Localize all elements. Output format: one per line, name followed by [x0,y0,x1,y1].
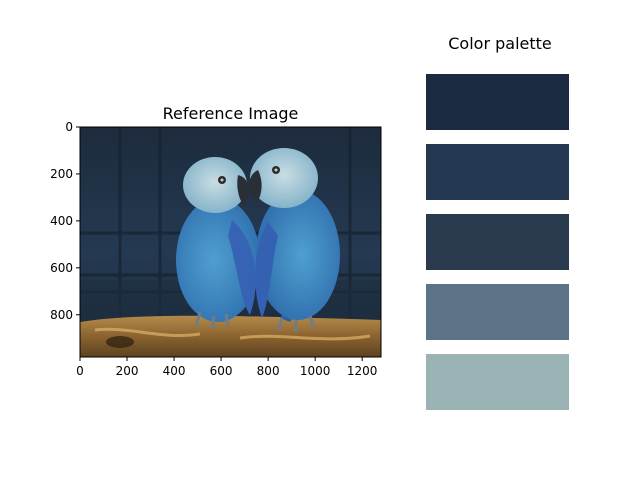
x-tick-label: 1000 [300,364,331,378]
x-tick-label: 0 [76,364,84,378]
palette-swatch-3 [426,214,569,270]
y-tick-label: 600 [50,261,73,275]
palette-title: Color palette [448,34,552,53]
y-tick-label: 400 [50,214,73,228]
palette-swatch-2 [426,144,569,200]
palette-swatch-5 [426,354,569,410]
y-tick-label: 800 [50,308,73,322]
image-axes-frame [79,126,382,358]
palette-swatch-1 [426,74,569,130]
palette-swatch-4 [426,284,569,340]
color-palette [426,74,569,410]
x-tick-label: 600 [210,364,233,378]
y-axis: 0 200 400 600 800 [50,120,80,322]
x-axis: 0 200 400 600 800 1000 1200 [76,357,377,378]
y-tick-label: 0 [65,120,73,134]
reference-image [80,127,381,357]
x-tick-label: 200 [116,364,139,378]
x-tick-label: 800 [257,364,280,378]
image-title: Reference Image [163,104,299,123]
x-tick-label: 1200 [347,364,378,378]
y-tick-label: 200 [50,167,73,181]
x-tick-label: 400 [163,364,186,378]
